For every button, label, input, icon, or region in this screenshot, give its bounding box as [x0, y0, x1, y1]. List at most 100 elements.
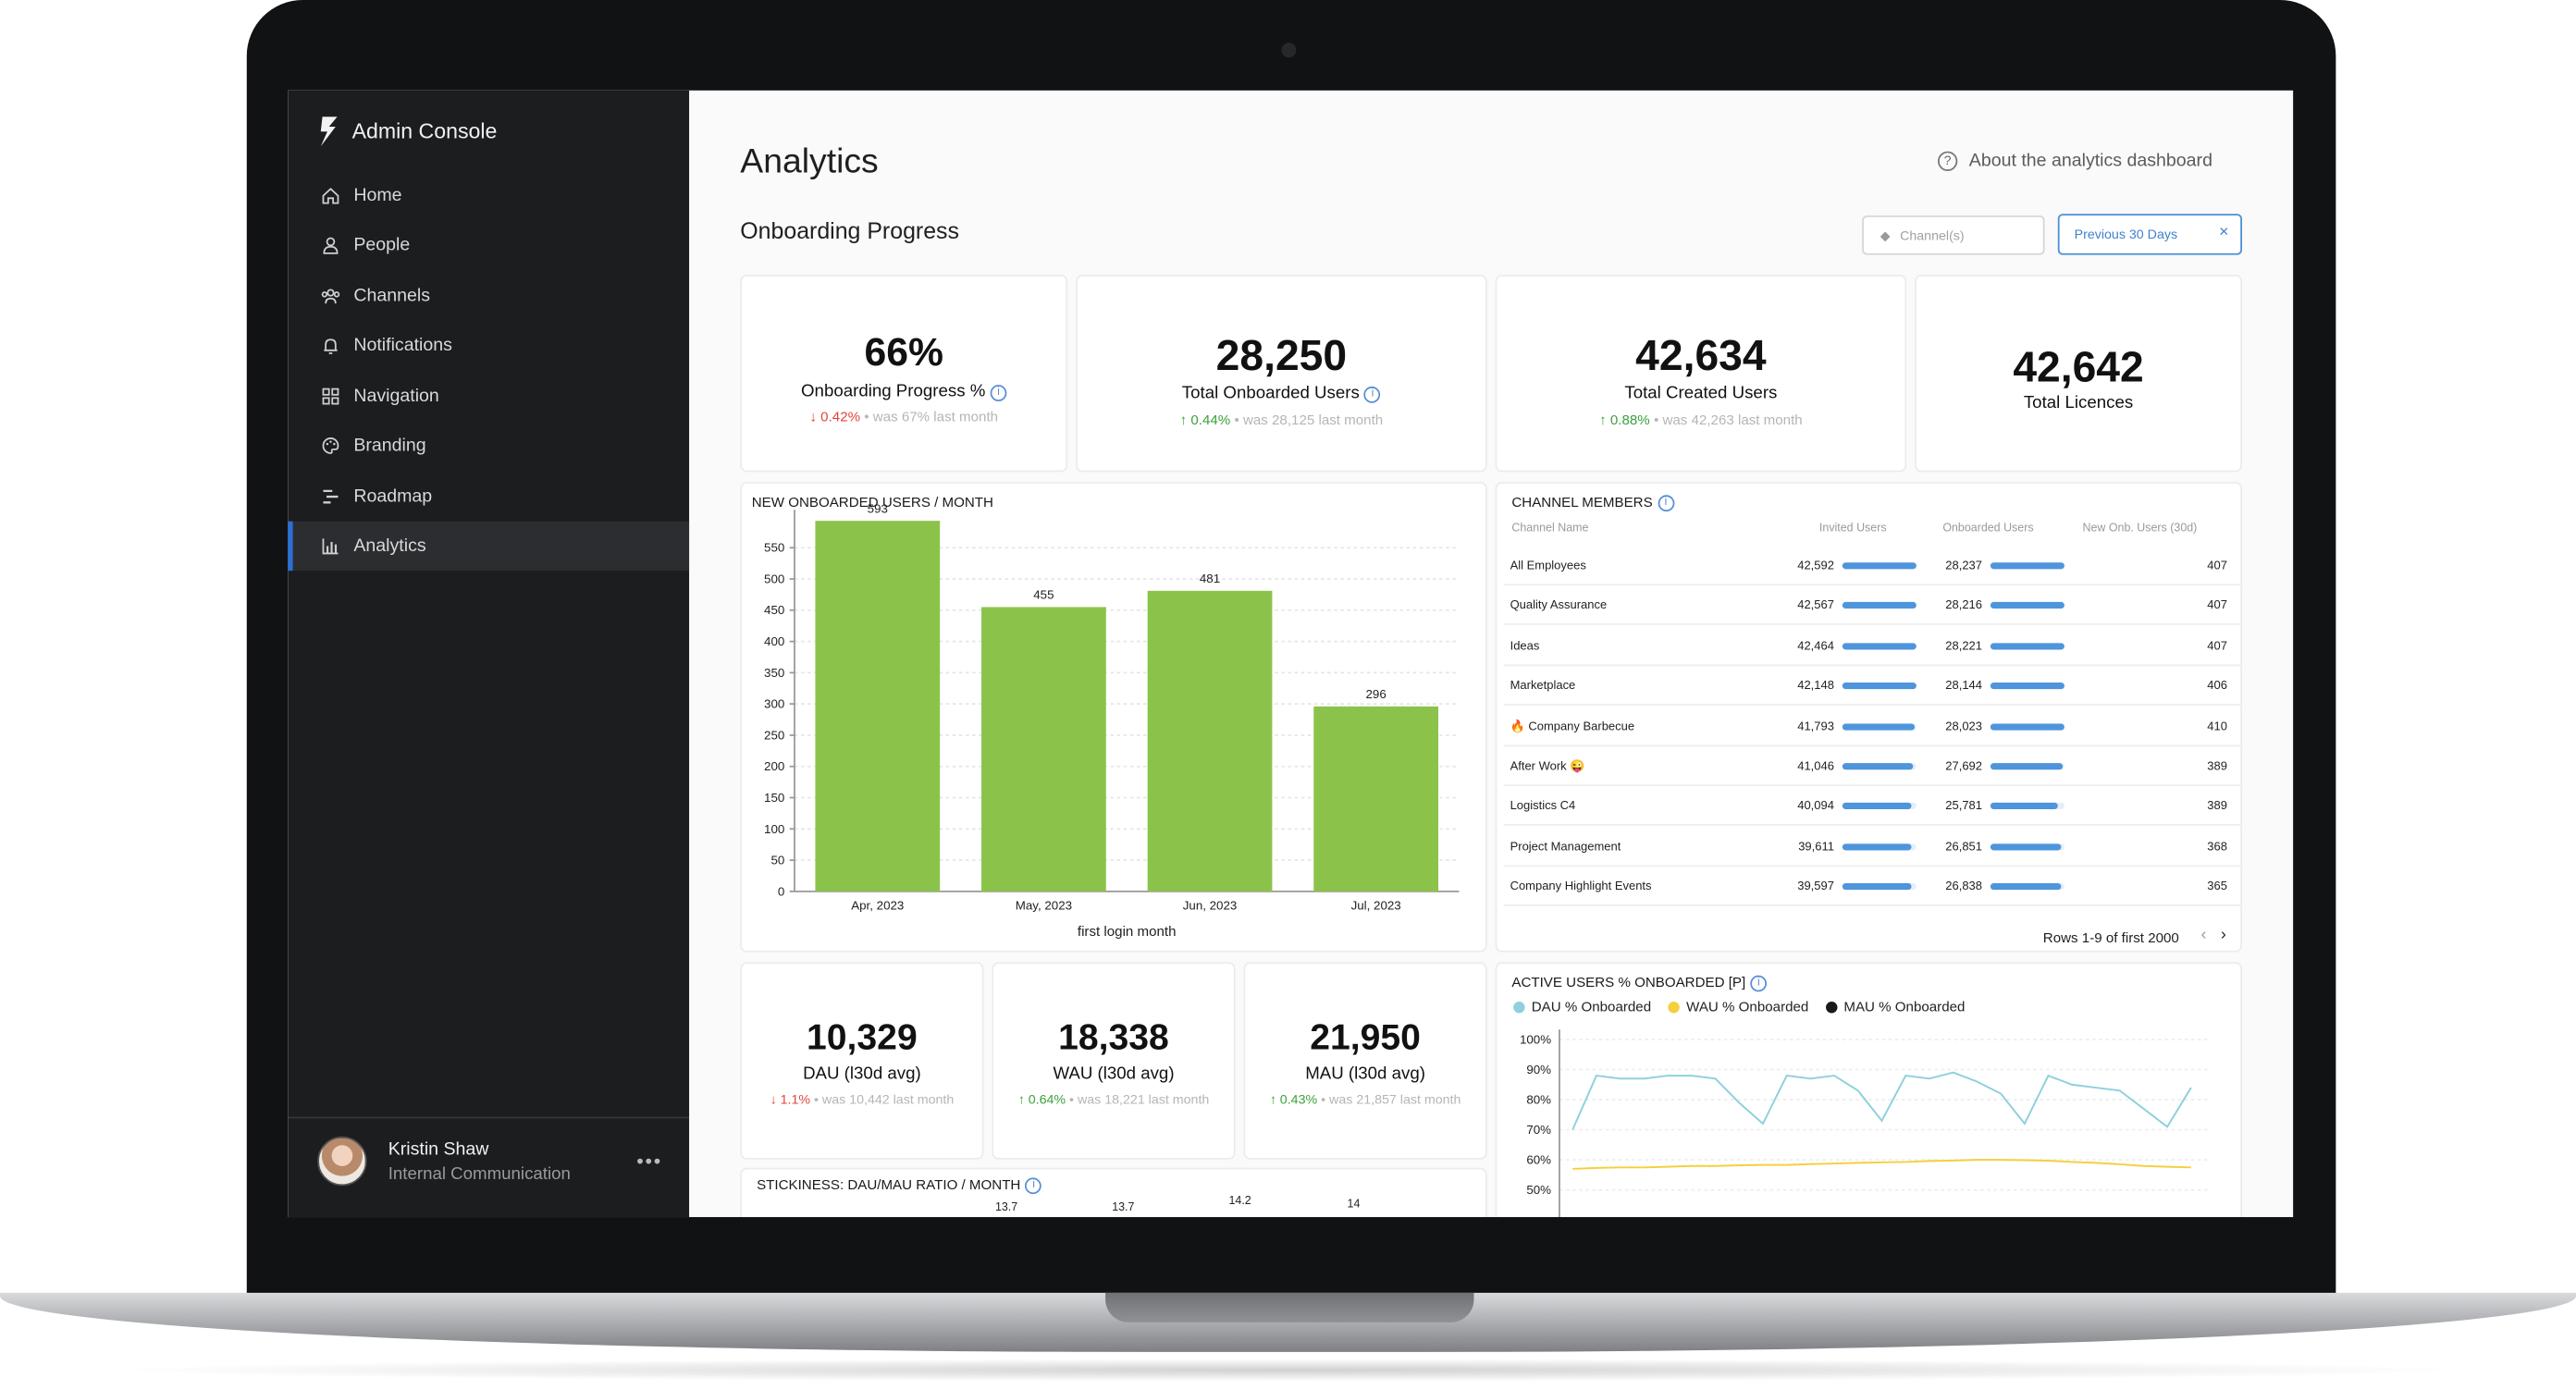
kpi-value: 42,642 [2013, 341, 2144, 392]
table-row[interactable]: 🔥 Company Barbecue 41,793 28,023 410 [1503, 707, 2241, 746]
close-icon[interactable]: × [2219, 223, 2229, 242]
sidebar-item-people[interactable]: People [288, 220, 689, 269]
column-header[interactable]: Invited Users [1818, 523, 1887, 535]
column-header[interactable]: Onboarded Users [1942, 523, 2034, 535]
y-tick-label: 0 [778, 884, 784, 898]
kpi-label-text: Onboarding Progress % [801, 381, 986, 401]
sidebar-item-analytics[interactable]: Analytics [288, 521, 690, 572]
sidebar-item-channels[interactable]: Channels [288, 271, 689, 320]
new-onboarded-cell: 389 [2207, 757, 2227, 773]
sidebar-item-branding[interactable]: Branding [288, 421, 689, 470]
next-page-button[interactable]: › [2220, 926, 2226, 944]
onboarded-users-cell: 28,237 [1945, 557, 1982, 572]
arrow-up-icon: ↑ [1599, 411, 1607, 428]
data-label: 14 [1347, 1199, 1361, 1211]
new-onboarded-cell: 407 [2207, 597, 2227, 613]
progress-bar-fill [1842, 883, 1912, 891]
screen: Admin Console Home People Channels Notif… [288, 90, 2294, 1218]
progress-bar [1842, 602, 1917, 609]
onboarded-users-cell: 28,023 [1945, 718, 1982, 733]
sidebar-item-roadmap[interactable]: Roadmap [288, 472, 689, 521]
section-title: Onboarding Progress [740, 216, 959, 244]
chart-title: NEW ONBOARDED USERS / MONTH [751, 493, 993, 510]
x-axis-label: first login month [1078, 924, 1177, 940]
table-row[interactable]: Quality Assurance 42,567 28,216 407 [1503, 586, 2241, 626]
table-row[interactable]: Project Management 39,611 26,851 368 [1503, 827, 2241, 867]
date-range-filter[interactable]: Previous 30 Days × [2057, 214, 2242, 255]
info-icon[interactable]: i [1750, 975, 1768, 992]
info-icon[interactable]: i [990, 385, 1007, 401]
kpi-delta-note: • was 67% last month [864, 408, 999, 424]
info-icon[interactable]: i [1364, 386, 1381, 403]
table-row[interactable]: Logistics C4 40,094 25,781 389 [1503, 787, 2241, 827]
info-icon[interactable]: i [1025, 1177, 1042, 1195]
bar [1313, 706, 1439, 892]
new-onboarded-cell: 407 [2207, 637, 2227, 653]
onboarded-users-cell: 26,851 [1945, 838, 1982, 854]
invited-users-cell: 39,611 [1798, 838, 1834, 854]
arrow-down-icon: ↓ [809, 408, 817, 424]
kpi-card-total-onboarded: 28,250 Total Onboarded Users i ↑ 0.44% • … [1076, 274, 1487, 473]
progress-bar-fill [1842, 722, 1916, 730]
table-row[interactable]: All Employees 42,592 28,237 407 [1503, 546, 2241, 586]
kpi-delta: ↑ 0.44% • was 28,125 last month [1078, 412, 1485, 428]
kpi-delta-note: • was 10,442 last month [813, 1091, 955, 1107]
progress-bar-fill [1842, 643, 1917, 650]
kpi-delta-value: 0.88% [1609, 411, 1650, 428]
info-icon[interactable]: i [1658, 495, 1674, 512]
onboarded-users-cell: 28,221 [1945, 637, 1982, 653]
kpi-delta: ↑ 0.88% • was 42,263 last month [1497, 412, 1904, 428]
legend-item[interactable]: WAU % Onboarded [1668, 999, 1808, 1015]
sidebar-item-label: Navigation [353, 386, 439, 407]
y-tick-label: 90% [1526, 1063, 1551, 1076]
legend-item[interactable]: DAU % Onboarded [1513, 999, 1651, 1015]
y-tick-label: 300 [764, 697, 784, 711]
kpi-label-text: Total Onboarded Users [1181, 383, 1360, 403]
palette-icon [322, 437, 339, 454]
y-tick-label: 550 [764, 541, 784, 555]
y-tick-label: 450 [764, 603, 784, 617]
data-label: 13.7 [994, 1202, 1018, 1214]
new-onboarded-cell: 368 [2207, 838, 2227, 854]
new-onboarded-cell: 407 [2207, 557, 2227, 572]
column-header[interactable]: Channel Name [1511, 523, 1589, 535]
sidebar-item-home[interactable]: Home [288, 171, 689, 220]
kpi-delta-note: • was 21,857 last month [1321, 1091, 1461, 1107]
table-row[interactable]: Ideas 42,464 28,221 407 [1503, 626, 2241, 666]
kpi-value: 21,950 [1310, 1016, 1421, 1058]
channel-filter[interactable]: ◆ Channel(s) [1862, 215, 2045, 255]
x-tick-label: Jul, 2023 [1351, 898, 1401, 912]
about-dashboard-link[interactable]: About the analytics dashboard [1968, 151, 2212, 171]
column-header[interactable]: New Onb. Users (30d) [2082, 523, 2198, 535]
onboarded-users-cell: 28,144 [1945, 678, 1982, 694]
help-icon[interactable]: ? [1937, 151, 1958, 171]
user-name: Kristin Shaw [388, 1139, 489, 1160]
table-row[interactable]: Company Highlight Events 39,597 26,838 365 [1503, 867, 2241, 907]
channels-icon [321, 289, 340, 304]
progress-bar [1990, 722, 2064, 730]
data-label: 481 [1200, 572, 1220, 585]
channel-name-cell: Quality Assurance [1510, 597, 1608, 613]
progress-bar [1842, 683, 1917, 690]
kpi-delta-note: • was 18,221 last month [1069, 1091, 1210, 1107]
channel-members-card: CHANNEL MEMBERS i Channel Name Invited Us… [1495, 482, 2242, 953]
legend-item[interactable]: MAU % Onboarded [1825, 999, 1965, 1015]
sidebar-item-navigation[interactable]: Navigation [288, 372, 689, 421]
kpi-delta-value: 0.43% [1279, 1091, 1318, 1107]
avatar[interactable] [317, 1136, 367, 1187]
sidebar-item-notifications[interactable]: Notifications [288, 321, 689, 370]
progress-bar [1990, 883, 2064, 891]
onboarded-users-cell: 27,692 [1945, 757, 1982, 773]
kpi-card-dau: 10,329 DAU (l30d avg) ↓ 1.1% • was 10,44… [740, 962, 984, 1160]
table-row[interactable]: Marketplace 42,148 28,144 406 [1503, 667, 2241, 707]
sidebar-item-label: Home [353, 185, 402, 206]
progress-bar [1990, 803, 2064, 810]
invited-users-cell: 42,592 [1797, 557, 1834, 572]
kpi-label: MAU (l30d avg) [1305, 1064, 1425, 1084]
kpi-delta-value: 0.64% [1028, 1091, 1066, 1107]
chart-title-text: ACTIVE USERS % ONBOARDED [P] [1511, 973, 1746, 990]
camera-icon [1281, 43, 1297, 58]
user-menu-button[interactable]: ••• [636, 1150, 663, 1174]
prev-page-button[interactable]: ‹ [2200, 926, 2207, 944]
table-row[interactable]: After Work 😜 41,046 27,692 389 [1503, 746, 2241, 787]
